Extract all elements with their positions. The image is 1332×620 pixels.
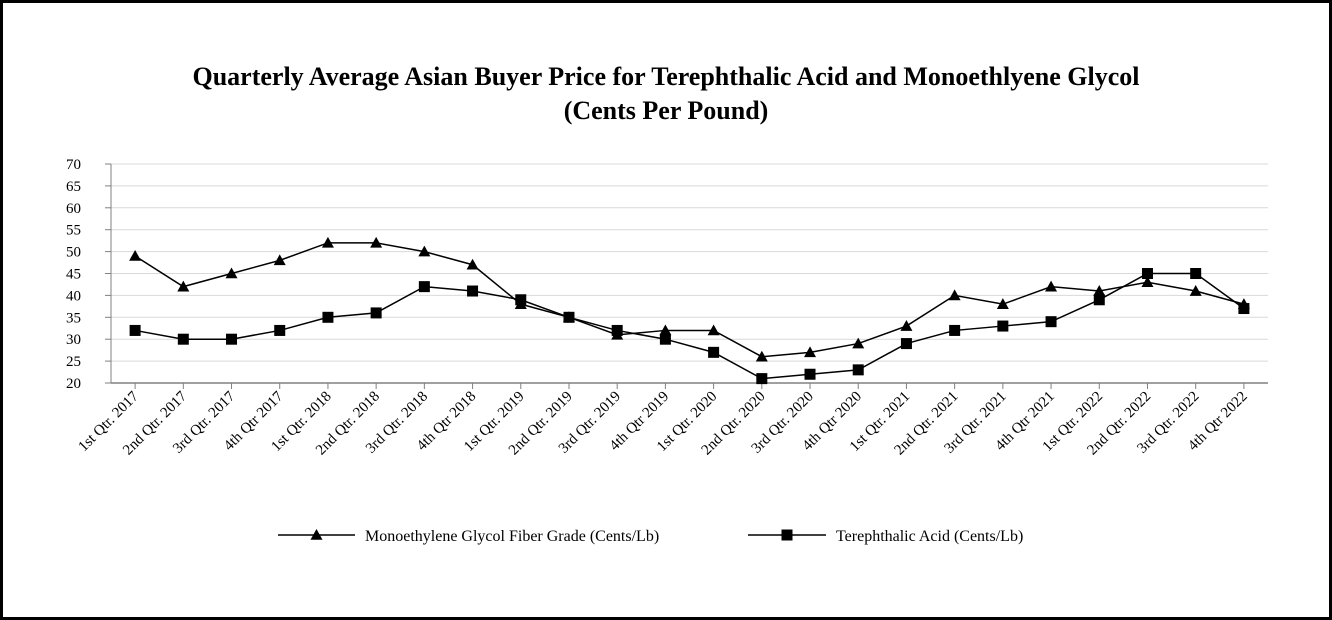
legend-label: Monoethylene Glycol Fiber Grade (Cents/L… [365, 528, 659, 545]
legend-item-1: Monoethylene Glycol Fiber Grade (Cents/L… [278, 528, 659, 545]
series-line [134, 242, 1245, 358]
data-point-square [997, 320, 1009, 332]
data-point-triangle [1141, 276, 1154, 288]
data-point-square [659, 333, 671, 345]
data-point-triangle [177, 280, 190, 292]
data-point-square [1190, 268, 1202, 279]
y-tick-label: 20 [66, 376, 81, 392]
data-point-triangle [418, 245, 431, 257]
chart-subtitle: (Cents Per Pound) [564, 96, 769, 125]
data-point-square [804, 368, 816, 380]
y-tick-label: 30 [66, 332, 81, 348]
data-point-triangle [225, 267, 238, 279]
legend-marker-square [781, 529, 793, 541]
data-point-triangle [273, 254, 286, 266]
y-tick-label: 70 [66, 157, 81, 173]
data-point-square [129, 324, 141, 336]
series-2 [129, 268, 1250, 385]
y-tick-label: 35 [66, 310, 81, 326]
data-point-triangle [321, 236, 334, 248]
data-point-triangle [466, 258, 479, 270]
data-point-square [370, 307, 382, 319]
line-chart: Quarterly Average Asian Buyer Price for … [66, 62, 1268, 545]
data-point-triangle [755, 350, 768, 362]
data-point-square [1141, 268, 1153, 279]
y-tick-label: 40 [66, 288, 81, 304]
series-1 [129, 236, 1250, 362]
y-tick-label: 60 [66, 201, 81, 217]
data-point-square [708, 346, 720, 358]
data-point-triangle [996, 298, 1009, 309]
data-point-triangle [1093, 285, 1106, 296]
data-point-triangle [900, 320, 913, 331]
data-point-triangle [129, 249, 142, 261]
y-axis-ticks: 20 25 30 35 40 45 50 55 60 65 70 [66, 157, 111, 392]
data-point-triangle [659, 324, 672, 336]
data-point-square [1093, 294, 1105, 306]
y-tick-label: 50 [66, 245, 81, 261]
data-point-square [756, 373, 768, 385]
data-point-square [563, 311, 575, 323]
data-point-square [177, 333, 189, 345]
y-tick-label: 25 [66, 354, 81, 370]
data-point-square [949, 324, 961, 336]
data-point-square [467, 285, 479, 297]
data-point-triangle [804, 346, 817, 358]
data-point-triangle [1045, 280, 1058, 292]
data-point-square [322, 311, 334, 323]
data-point-square [418, 281, 430, 293]
data-point-square [900, 338, 912, 350]
y-tick-label: 65 [66, 179, 81, 195]
data-point-triangle [1189, 285, 1202, 296]
data-point-square [1238, 303, 1250, 315]
legend-marker-triangle [310, 529, 323, 540]
legend-label: Terephthalic Acid (Cents/Lb) [836, 528, 1023, 545]
series-group [129, 236, 1250, 385]
data-point-square [852, 364, 864, 376]
data-point-square [1045, 316, 1057, 328]
data-point-square [226, 333, 238, 345]
data-point-square [515, 294, 527, 306]
data-point-triangle [707, 324, 720, 336]
chart-title: Quarterly Average Asian Buyer Price for … [192, 62, 1139, 91]
data-point-triangle [370, 236, 383, 248]
y-tick-label: 55 [66, 223, 81, 239]
legend: Monoethylene Glycol Fiber Grade (Cents/L… [278, 528, 1023, 545]
series-line [134, 272, 1245, 380]
data-point-triangle [852, 337, 865, 349]
data-point-square [611, 324, 623, 336]
data-point-square [274, 324, 286, 336]
y-tick-label: 45 [66, 267, 81, 283]
legend-item-2: Terephthalic Acid (Cents/Lb) [748, 528, 1023, 545]
data-point-triangle [948, 289, 961, 301]
